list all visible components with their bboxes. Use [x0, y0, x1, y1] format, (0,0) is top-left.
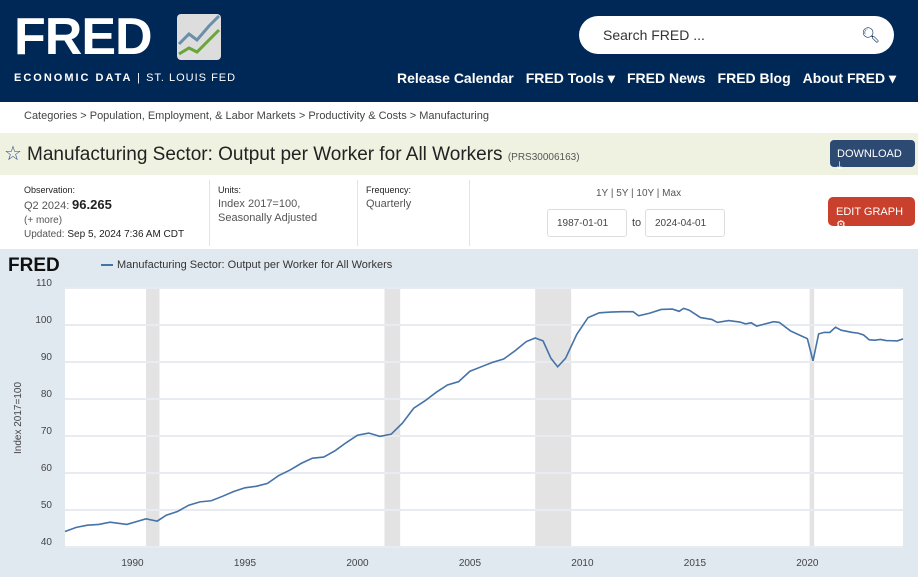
start-date-input[interactable]: 1987-01-01 — [547, 209, 627, 237]
nav-release-calendar[interactable]: Release Calendar — [397, 70, 514, 86]
nav-about-fred[interactable]: About FRED ▾ — [802, 70, 896, 86]
divider — [357, 180, 358, 246]
recession-band — [535, 288, 572, 547]
series-line — [64, 307, 904, 533]
observation-block: Observation: Q2 2024: 96.265 (+ more) Up… — [24, 185, 185, 240]
nav-fred-news[interactable]: FRED News — [626, 70, 706, 86]
y-tick-label: 90 — [41, 352, 53, 363]
search-input[interactable]: Search FRED ... 🔍︎ — [579, 16, 894, 54]
recession-band — [145, 288, 160, 547]
title-bar: ☆ Manufacturing Sector: Output per Worke… — [0, 133, 918, 175]
main-nav: Release Calendar FRED Tools ▾ FRED News … — [397, 70, 896, 87]
y-tick-label: 50 — [41, 500, 53, 511]
range-links[interactable]: 1Y | 5Y | 10Y | Max — [596, 188, 682, 199]
y-tick-label: 110 — [36, 278, 52, 289]
units-block: Units: Index 2017=100, Seasonally Adjusted — [218, 185, 318, 224]
legend-line-icon — [101, 264, 113, 267]
more-link[interactable]: (+ more) — [24, 215, 63, 226]
breadcrumb[interactable]: Categories > Population, Employment, & L… — [24, 110, 489, 122]
x-tick-label: 1990 — [121, 558, 144, 569]
y-tick-label: 80 — [41, 389, 53, 400]
search-icon[interactable]: 🔍︎ — [860, 27, 880, 44]
y-tick-label: 70 — [41, 426, 53, 437]
x-tick-label: 2020 — [796, 558, 819, 569]
nav-fred-tools[interactable]: FRED Tools ▾ — [525, 70, 615, 86]
to-label: to — [632, 217, 642, 229]
fred-chart-logo: FRED — [8, 255, 60, 276]
divider — [209, 180, 210, 246]
plot-background — [65, 288, 903, 547]
y-tick-label: 100 — [35, 315, 52, 326]
page-title: Manufacturing Sector: Output per Worker … — [27, 144, 580, 165]
x-tick-label: 2005 — [459, 558, 482, 569]
divider — [469, 180, 470, 246]
tagline: ECONOMIC DATA | ST. LOUIS FED — [14, 72, 237, 84]
recession-band — [809, 288, 815, 547]
x-tick-label: 2010 — [571, 558, 594, 569]
fred-logo[interactable]: FRED — [14, 8, 153, 66]
x-tick-label: 2000 — [346, 558, 369, 569]
frequency-block: Frequency: Quarterly — [366, 185, 412, 210]
observation-value: 96.265 — [72, 197, 112, 212]
fred-logo-chart-icon — [177, 14, 221, 60]
download-button[interactable]: DOWNLOAD ⤓ — [830, 140, 915, 172]
y-axis-label: Index 2017=100 — [13, 382, 24, 454]
y-tick-label: 40 — [41, 537, 53, 548]
site-header: FRED ECONOMIC DATA | ST. LOUIS FED Searc… — [0, 0, 918, 102]
x-tick-label: 1995 — [234, 558, 257, 569]
nav-fred-blog[interactable]: FRED Blog — [717, 70, 791, 86]
star-icon[interactable]: ☆ — [4, 143, 22, 165]
x-tick-label: 2015 — [684, 558, 707, 569]
end-date-input[interactable]: 2024-04-01 — [645, 209, 725, 237]
chart-legend: Manufacturing Sector: Output per Worker … — [101, 259, 392, 271]
series-id: (PRS30006163) — [507, 152, 580, 163]
recession-band — [384, 288, 401, 547]
edit-graph-button[interactable]: EDIT GRAPH ⚙ — [828, 197, 915, 231]
y-tick-label: 60 — [41, 463, 53, 474]
